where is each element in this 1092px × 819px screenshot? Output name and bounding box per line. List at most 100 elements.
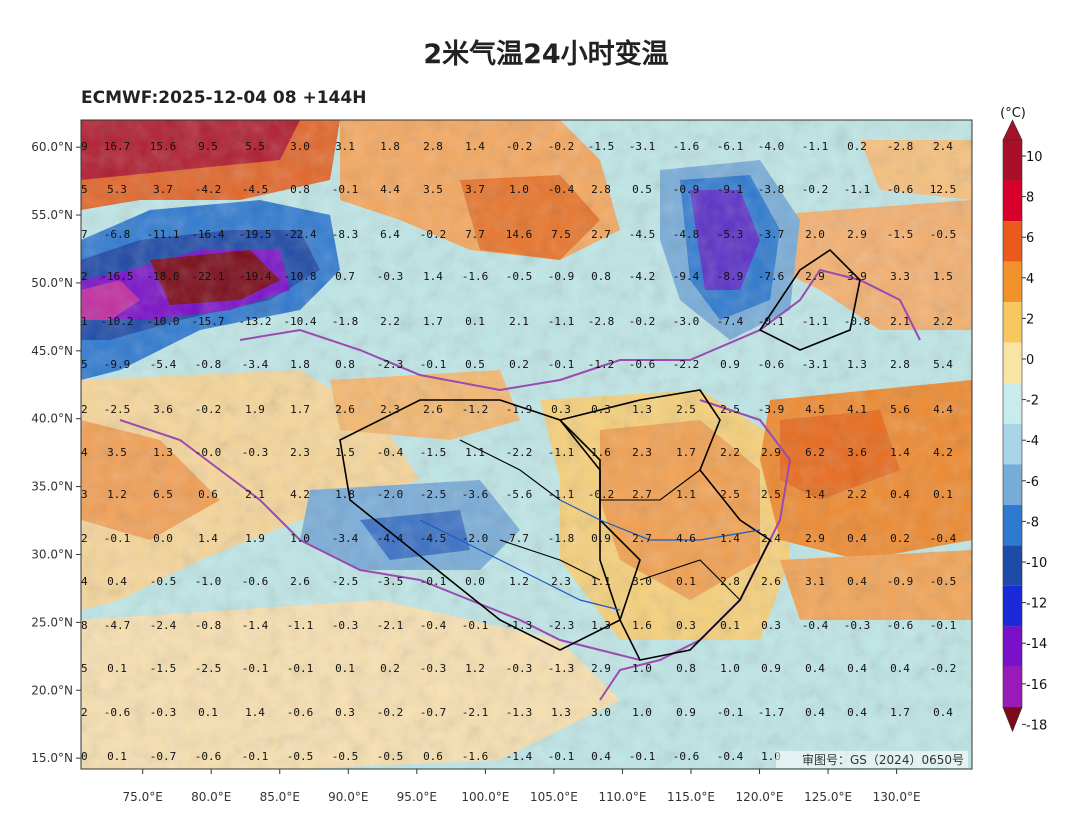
colorbar-segment — [1003, 140, 1022, 181]
grid-value-label: 3.0 — [290, 140, 310, 153]
grid-value-label: 1.0 — [761, 750, 781, 763]
grid-value-label: 1.7 — [890, 706, 910, 719]
grid-value-label: -11.1 — [146, 228, 179, 241]
grid-value-label: 8 — [81, 619, 88, 632]
grid-value-label: -0.1 — [287, 662, 314, 675]
lon-tick-label: 75.0°E — [123, 790, 163, 804]
grid-value-label: 2 — [81, 403, 88, 416]
grid-value-label: 2.8 — [720, 575, 740, 588]
lat-tick-label: 20.0°N — [31, 683, 73, 697]
grid-value-label: 1.0 — [509, 183, 529, 196]
grid-value-label: 1.4 — [198, 532, 218, 545]
grid-value-label: -0.6 — [887, 619, 914, 632]
grid-value-label: -9.9 — [104, 358, 131, 371]
grid-value-label: -0.3 — [506, 662, 533, 675]
grid-value-label: 0.1 — [465, 315, 485, 328]
lon-tick-label: 115.0°E — [667, 790, 715, 804]
grid-value-label: 0.1 — [335, 662, 355, 675]
grid-value-label: -0.3 — [420, 662, 447, 675]
grid-value-label: 4 — [81, 446, 88, 459]
lat-tick-label: 55.0°N — [31, 208, 73, 222]
lat-tick-label: 45.0°N — [31, 344, 73, 358]
grid-value-label: 2.2 — [847, 488, 867, 501]
grid-value-label: 5.4 — [933, 358, 953, 371]
grid-value-label: -4.5 — [242, 183, 269, 196]
grid-value-label: 0.5 — [632, 183, 652, 196]
grid-value-label: 0.1 — [198, 706, 218, 719]
grid-value-label: 1.4 — [423, 270, 443, 283]
colorbar-tick-label: 10 — [1026, 150, 1043, 165]
grid-value-label: 0.4 — [847, 575, 867, 588]
colorbar-segment — [1003, 302, 1022, 343]
grid-value-label: -4.7 — [104, 619, 131, 632]
grid-value-label: -3.6 — [462, 488, 489, 501]
grid-value-label: 0.1 — [676, 575, 696, 588]
grid-value-label: -0.9 — [548, 270, 575, 283]
grid-value-label: -0.5 — [506, 270, 533, 283]
grid-value-label: -0.2 — [930, 662, 957, 675]
grid-value-label: -0.6 — [629, 358, 656, 371]
grid-value-label: 1.1 — [676, 488, 696, 501]
grid-value-label: 2.9 — [805, 532, 825, 545]
grid-value-label: 7.7 — [465, 228, 485, 241]
grid-value-label: -19.5 — [238, 228, 271, 241]
colorbar-segment — [1003, 221, 1022, 262]
grid-value-label: 2.4 — [933, 140, 953, 153]
grid-value-label: -1.4 — [242, 619, 269, 632]
lon-tick-label: 95.0°E — [397, 790, 437, 804]
grid-value-label: -16.4 — [191, 228, 224, 241]
grid-value-label: 5.6 — [890, 403, 910, 416]
grid-value-label: 1.5 — [335, 446, 355, 459]
grid-value-label: -0.5 — [930, 575, 957, 588]
grid-value-label: 3.5 — [107, 446, 127, 459]
grid-value-label: 0.8 — [676, 662, 696, 675]
grid-value-label: -0.6 — [104, 706, 131, 719]
grid-value-label: 0 — [81, 750, 88, 763]
colorbar-tick-label: -4 — [1026, 434, 1039, 449]
grid-value-label: -0.4 — [420, 619, 447, 632]
grid-value-label: 1.1 — [591, 575, 611, 588]
grid-value-label: 1.0 — [632, 662, 652, 675]
grid-value-label: -3.5 — [377, 575, 404, 588]
grid-value-label: -0.2 — [377, 706, 404, 719]
grid-value-label: -2.0 — [462, 532, 489, 545]
grid-value-label: -0.1 — [242, 662, 269, 675]
grid-value-label: 0.2 — [380, 662, 400, 675]
grid-value-label: 1.4 — [465, 140, 485, 153]
grid-value-label: 0.6 — [198, 488, 218, 501]
grid-value-label: 1.2 — [509, 575, 529, 588]
grid-value-label: 0.1 — [107, 750, 127, 763]
grid-value-label: 1.9 — [245, 403, 265, 416]
colorbar-segment — [1003, 342, 1022, 384]
colorbar-segment — [1003, 585, 1022, 627]
grid-value-label: -0.1 — [758, 315, 785, 328]
colorbar-tick-label: -12 — [1026, 597, 1047, 612]
grid-value-label: 2.7 — [591, 228, 611, 241]
grid-value-label: 1.3 — [551, 706, 571, 719]
grid-value-label: -4.5 — [629, 228, 656, 241]
grid-value-label: -2.3 — [548, 619, 575, 632]
grid-value-label: -4.2 — [195, 183, 222, 196]
grid-value-label: 0.4 — [890, 488, 910, 501]
grid-value-label: -1.8 — [548, 532, 575, 545]
grid-value-label: -0.4 — [548, 183, 575, 196]
grid-value-label: -0.1 — [242, 750, 269, 763]
grid-value-label: 0.4 — [847, 706, 867, 719]
grid-value-label: -0.8 — [195, 619, 222, 632]
grid-value-label: -0.8 — [195, 358, 222, 371]
temperature-field — [81, 120, 972, 769]
grid-value-label: -0.1 — [420, 358, 447, 371]
grid-value-label: 14.6 — [506, 228, 533, 241]
grid-value-label: 3.6 — [153, 403, 173, 416]
lon-tick-label: 85.0°E — [260, 790, 300, 804]
grid-value-label: 2.6 — [423, 403, 443, 416]
grid-value-label: -18.0 — [146, 270, 179, 283]
grid-value-label: -0.4 — [717, 750, 744, 763]
colorbar-unit: (°C) — [1000, 106, 1026, 121]
grid-value-label: 2.8 — [890, 358, 910, 371]
grid-value-label: 5 — [81, 183, 88, 196]
grid-value-label: 2.4 — [761, 532, 781, 545]
grid-value-label: -1.3 — [548, 662, 575, 675]
grid-value-label: 1.8 — [380, 140, 400, 153]
